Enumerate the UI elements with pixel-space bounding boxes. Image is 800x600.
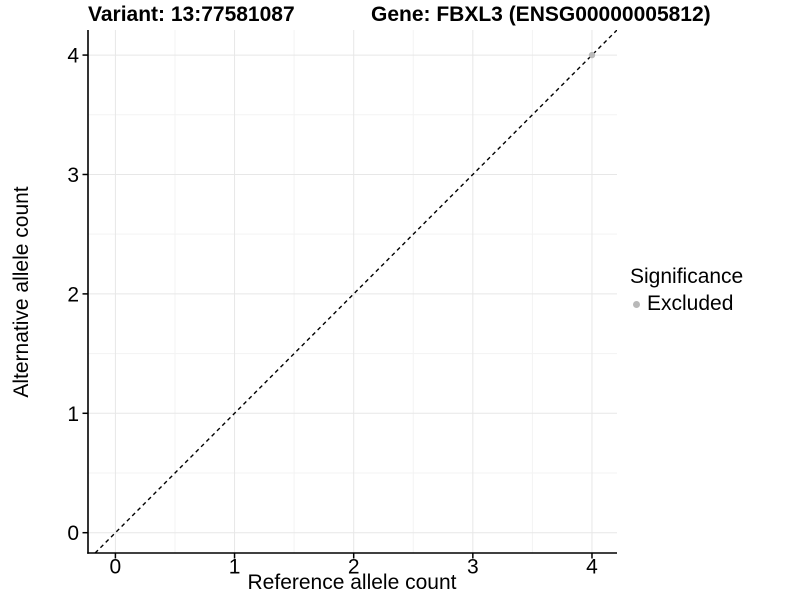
legend-item: Excluded	[630, 292, 743, 316]
gene-title: Gene: FBXL3 (ENSG00000005812)	[371, 3, 711, 26]
legend-point-icon	[633, 300, 640, 308]
x-tick-label: 1	[229, 556, 241, 579]
y-tick-label: 0	[67, 522, 79, 545]
x-tick-label: 3	[467, 556, 479, 579]
y-tick-label: 3	[67, 164, 79, 187]
x-tick-label: 4	[586, 556, 598, 579]
y-tick-label: 4	[67, 45, 79, 68]
data-point	[588, 51, 596, 59]
x-tick-label: 2	[348, 556, 360, 579]
variant-title: Variant: 13:77581087	[88, 3, 295, 26]
legend-item-label: Excluded	[647, 292, 734, 315]
x-tick-label: 0	[110, 556, 122, 579]
legend-title: Significance	[630, 265, 744, 288]
legend-items: Excluded	[630, 292, 743, 316]
identity-line	[94, 30, 617, 553]
x-axis-label: Reference allele count	[247, 571, 457, 594]
y-tick-label: 1	[67, 403, 79, 426]
legend: Significance Excluded	[630, 265, 743, 316]
y-tick-label: 2	[67, 283, 79, 306]
